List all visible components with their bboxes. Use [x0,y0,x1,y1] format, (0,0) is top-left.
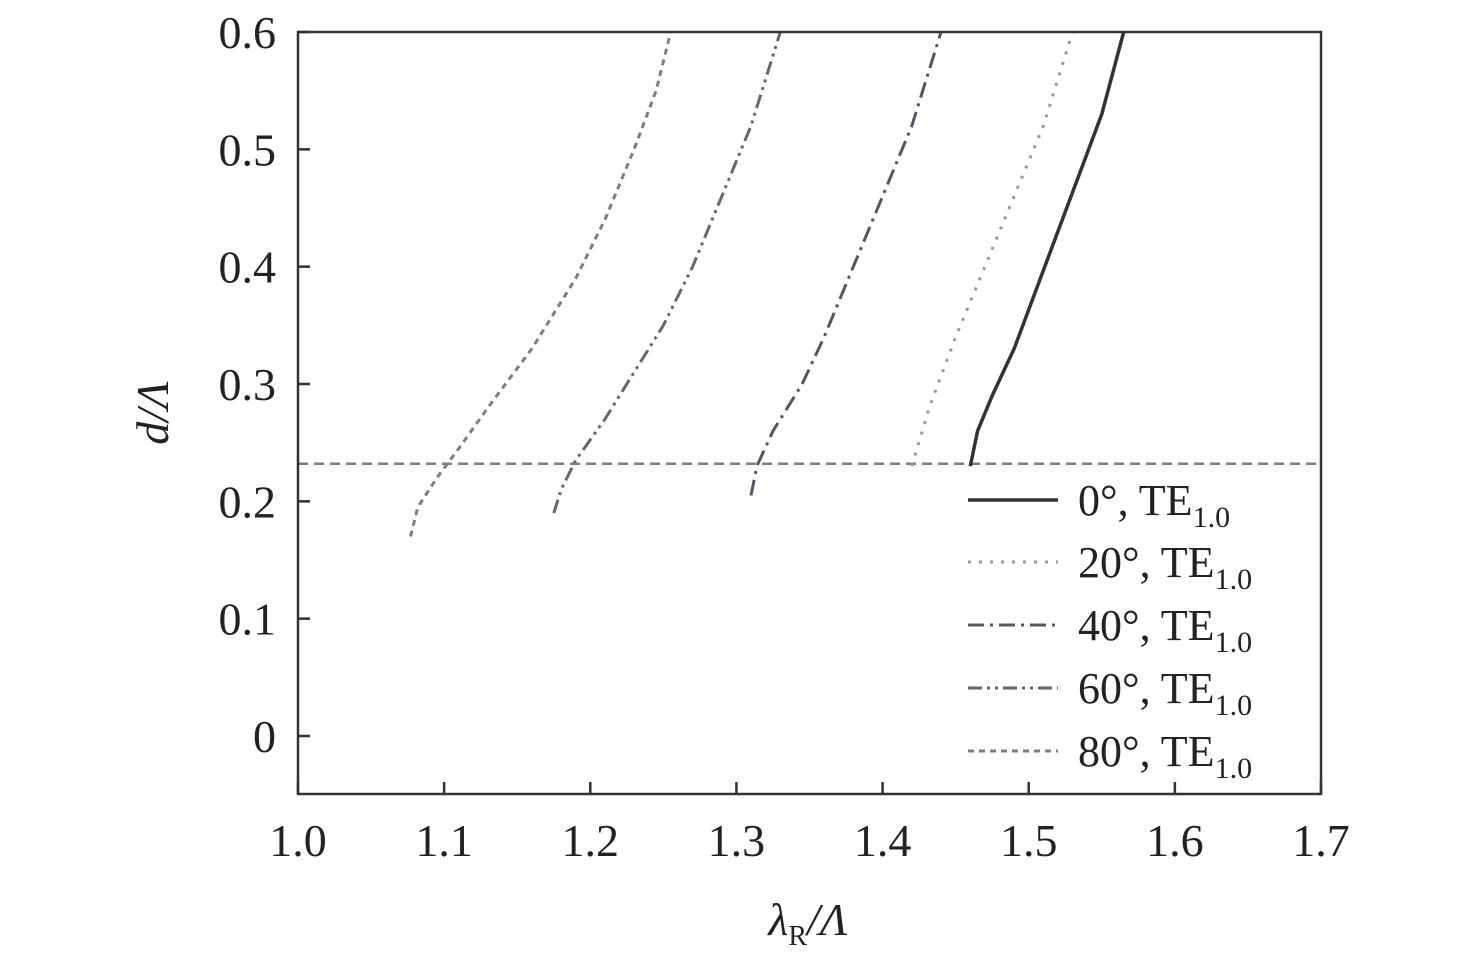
legend-label-main: 80°, TE [1078,727,1215,776]
legend-label-sub: 1.0 [1215,689,1253,722]
legend-label-main: 0°, TE [1078,476,1193,525]
series-line-2 [749,31,943,496]
plot-frame [296,30,1323,796]
plot-layer [298,31,1321,537]
y-axis-title: d/Λ [127,381,178,445]
y-tick-label: 0.6 [219,7,277,58]
y-tick-label: 0.1 [219,594,277,645]
series-line-4 [409,31,673,537]
y-tick-label: 0.2 [219,476,277,527]
legend-label-0: 0°, TE1.0 [1078,476,1230,534]
x-tick-label: 1.2 [562,815,620,866]
x-tick-label: 1.4 [854,815,912,866]
x-axis-title: λR/Λ [766,894,847,952]
legend-label-main: 20°, TE [1078,538,1215,587]
y-tick-label: 0.5 [219,124,277,175]
series-line-3 [552,31,782,514]
legend-label-3: 60°, TE1.0 [1078,664,1252,722]
legend-label-sub: 1.0 [1215,752,1253,785]
legend-label-main: 60°, TE [1078,664,1215,713]
x-tick-label: 1.5 [1000,815,1058,866]
legend-label-sub: 1.0 [1215,626,1253,659]
series-line-0 [968,31,1126,467]
x-axis-title-sub: R [788,921,807,952]
x-axis-title-main: λ [766,894,788,945]
x-tick-label: 1.1 [415,815,473,866]
y-tick-label: 0 [253,711,276,762]
x-tick-label: 1.3 [708,815,766,866]
legend-label-1: 20°, TE1.0 [1078,538,1252,596]
x-axis-title-tail: /Λ [804,894,848,945]
legend-label-2: 40°, TE1.0 [1078,601,1252,659]
y-axis: 0 0.1 0.2 0.3 0.4 0.5 0.6 [219,7,310,762]
legend-label-main: 40°, TE [1078,601,1215,650]
y-tick-label: 0.4 [219,242,277,293]
x-tick-label: 1.6 [1146,815,1204,866]
x-axis: 1.0 1.1 1.2 1.3 1.4 1.5 1.6 1.7 [269,782,1350,866]
y-tick-label: 0.3 [219,359,277,410]
legend-label-sub: 1.0 [1193,501,1231,534]
legend: 0°, TE1.020°, TE1.040°, TE1.060°, TE1.08… [968,476,1252,785]
legend-label-4: 80°, TE1.0 [1078,727,1252,785]
series-line-1 [910,31,1075,467]
x-tick-label: 1.7 [1292,815,1350,866]
legend-label-sub: 1.0 [1215,563,1253,596]
x-tick-label: 1.0 [269,815,327,866]
